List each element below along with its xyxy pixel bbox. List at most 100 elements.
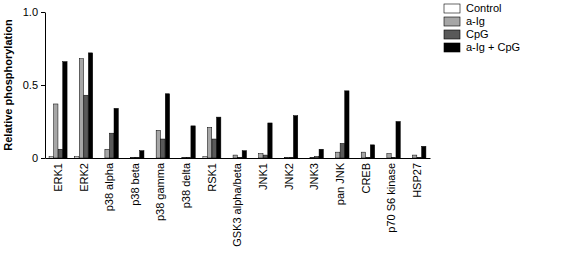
bar: [131, 157, 135, 158]
bar: [135, 157, 139, 158]
bar: [242, 151, 246, 158]
bar: [310, 157, 314, 158]
x-tick-label: CREB: [360, 163, 372, 194]
bar: [212, 139, 216, 158]
x-tick-label: ERK1: [52, 163, 64, 192]
bar: [263, 155, 267, 158]
series: [49, 157, 207, 158]
series: [54, 59, 417, 158]
bar: [233, 155, 237, 158]
series: [63, 53, 426, 158]
y-tick-label: 0.5: [23, 79, 38, 91]
bar: [114, 108, 118, 158]
bar: [100, 158, 104, 159]
x-tick: RSK1: [206, 158, 218, 192]
bar: [88, 53, 92, 158]
bar: [340, 143, 344, 158]
x-tick-label: JNK3: [308, 163, 320, 190]
bar: [293, 116, 297, 158]
legend-swatch: [444, 43, 460, 52]
bar: [254, 158, 258, 159]
bar: [417, 157, 421, 158]
bar: [75, 157, 79, 158]
bar: [217, 117, 221, 158]
legend-item: CpG: [444, 28, 489, 40]
x-axis: ERK1ERK2p38 alphap38 betap38 gammap38 de…: [46, 158, 431, 247]
y-axis-line: [45, 13, 46, 159]
x-tick: p38 gamma: [154, 158, 166, 221]
y-tick-mark: [41, 12, 45, 13]
bar: [238, 157, 242, 158]
x-tick-label: pan JNK: [334, 162, 346, 205]
bar: [49, 157, 53, 158]
legend: Controla-IgCpGa-Ig + CpG: [444, 2, 520, 53]
y-axis: 0 0.5 1.0: [23, 6, 46, 164]
legend-swatch: [444, 17, 460, 26]
legend-item: a-Ig + CpG: [444, 41, 520, 53]
x-tick-label: JNK1: [257, 163, 269, 190]
bar: [396, 122, 400, 159]
legend-label: CpG: [466, 28, 489, 40]
bar: [361, 152, 365, 158]
bar: [268, 123, 272, 158]
bar: [58, 149, 62, 158]
x-tick: JNK2: [283, 158, 295, 190]
legend-item: Control: [444, 2, 501, 14]
chart: 00.51.0ERK1ERK2p38 alphap38 betap38 gamm…: [0, 0, 562, 271]
x-tick: GSK3 alpha/beta: [231, 158, 243, 247]
bar: [156, 130, 160, 158]
x-tick: p38 alpha: [103, 158, 115, 211]
bar: [84, 95, 88, 158]
x-tick-label: p70 S6 kinase: [385, 163, 397, 233]
legend-label: Control: [466, 2, 501, 14]
bar: [54, 104, 58, 158]
y-tick-label: 0: [32, 152, 38, 164]
bar: [305, 158, 309, 159]
y-axis-title: Relative phosphorylation: [2, 19, 14, 151]
bar: [186, 157, 190, 158]
legend-label: a-Ig: [466, 15, 485, 27]
bar: [319, 149, 323, 158]
y-tick: 0.5: [23, 79, 45, 91]
bar: [422, 146, 426, 158]
x-tick: HSP27: [411, 158, 423, 198]
x-tick: JNK1: [257, 158, 269, 190]
x-tick: ERK2: [78, 158, 90, 192]
x-tick: CREB: [360, 158, 372, 194]
bar: [289, 157, 293, 158]
bar: [126, 158, 130, 159]
bar: [370, 145, 374, 158]
x-tick: ERK1: [52, 158, 64, 192]
bar: [152, 158, 156, 159]
bar: [366, 157, 370, 158]
bar: [284, 157, 288, 158]
bars: [49, 53, 426, 158]
x-tick-label: JNK2: [283, 163, 295, 190]
bar: [207, 127, 211, 158]
y-tick-mark: [41, 85, 45, 86]
x-tick-label: p38 gamma: [154, 162, 166, 221]
bar: [382, 158, 386, 159]
bar: [331, 158, 335, 159]
y-tick-label: 1.0: [23, 6, 38, 18]
x-tick-label: ERK2: [78, 163, 90, 192]
legend-item: a-Ig: [444, 15, 485, 27]
y-tick: 1.0: [23, 6, 45, 18]
bar: [412, 155, 416, 158]
bar: [182, 157, 186, 158]
x-tick: JNK3: [308, 158, 320, 190]
x-tick: p70 S6 kinase: [385, 158, 397, 233]
bar: [408, 158, 412, 159]
bar: [191, 126, 195, 158]
legend-swatch: [444, 4, 460, 13]
series: [58, 95, 421, 158]
bar: [105, 149, 109, 158]
legend-swatch: [444, 30, 460, 39]
bar: [336, 152, 340, 158]
bar: [391, 157, 395, 158]
bar: [63, 62, 67, 158]
x-tick: p38 delta: [180, 158, 192, 208]
bar: [177, 158, 181, 159]
bar: [161, 139, 165, 158]
bar: [315, 157, 319, 158]
